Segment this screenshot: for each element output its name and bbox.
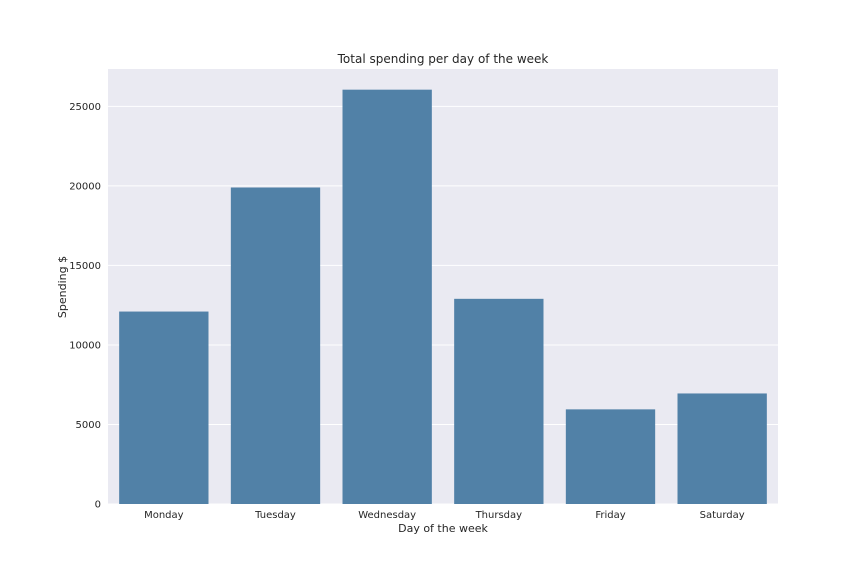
y-tick-label: 15000 bbox=[69, 261, 101, 272]
x-tick-label: Friday bbox=[595, 510, 625, 521]
bars bbox=[119, 89, 767, 505]
x-tick-label: Monday bbox=[144, 510, 184, 521]
y-tick-label: 25000 bbox=[69, 102, 101, 113]
bar-saturday bbox=[677, 393, 767, 504]
x-tick-label: Saturday bbox=[700, 510, 745, 521]
y-axis-ticks: 0 5000 10000 15000 20000 25000 bbox=[69, 102, 101, 511]
x-axis-ticks: Monday Tuesday Wednesday Thursday Friday Satu… bbox=[144, 510, 745, 521]
y-tick-label: 10000 bbox=[69, 340, 101, 351]
y-tick-label: 5000 bbox=[76, 420, 101, 431]
bar-monday bbox=[119, 311, 209, 504]
x-tick-label: Wednesday bbox=[358, 510, 416, 521]
bar-friday bbox=[565, 409, 656, 504]
x-tick-label: Thursday bbox=[475, 510, 523, 521]
x-axis-label: Day of the week bbox=[398, 522, 488, 535]
chart-title: Total spending per day of the week bbox=[337, 52, 549, 66]
plot-area bbox=[108, 69, 778, 504]
y-axis-label: Spending $ bbox=[56, 256, 69, 318]
bar-wednesday bbox=[342, 89, 432, 504]
y-tick-label: 0 bbox=[95, 500, 101, 511]
gridlines bbox=[108, 105, 778, 505]
x-tick-label: Tuesday bbox=[254, 510, 296, 521]
bar-tuesday bbox=[230, 187, 321, 505]
bar-thursday bbox=[454, 298, 544, 504]
y-tick-label: 20000 bbox=[69, 181, 101, 192]
